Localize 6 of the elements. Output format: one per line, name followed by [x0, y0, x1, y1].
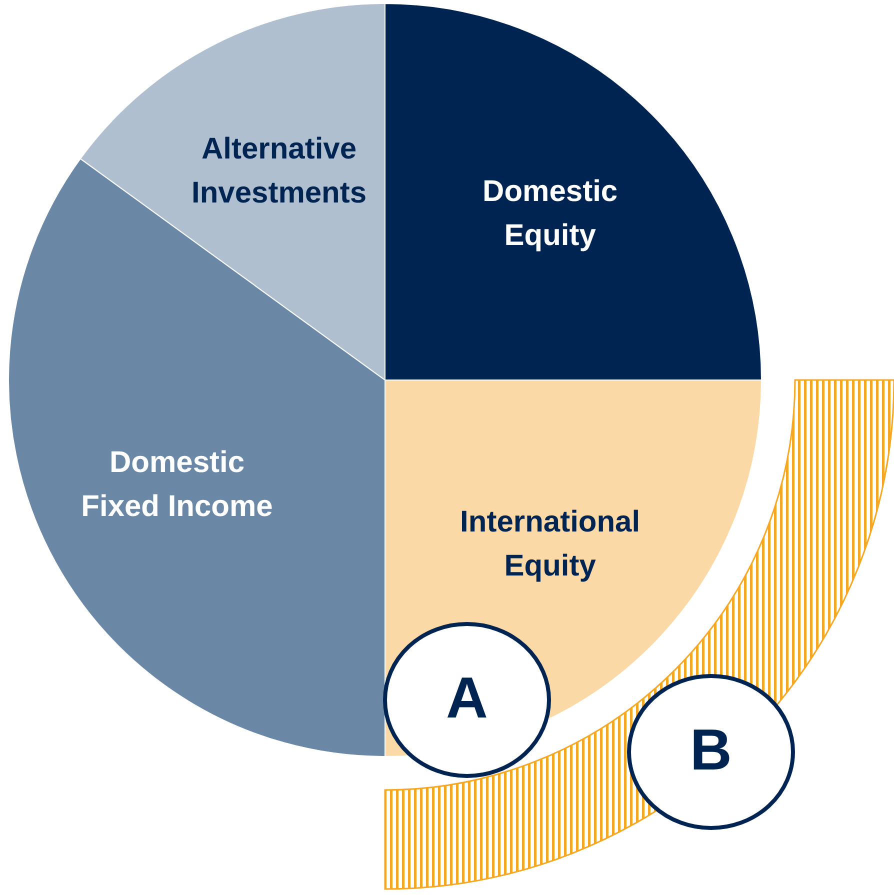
slice-label: International Equity	[460, 505, 640, 582]
slice-label: Alternative Investments	[191, 132, 367, 210]
text: B	[690, 717, 732, 782]
slice-label: Domestic Equity	[482, 175, 618, 252]
slice-label: Domestic Fixed Income	[81, 446, 273, 524]
text: A	[446, 665, 488, 730]
